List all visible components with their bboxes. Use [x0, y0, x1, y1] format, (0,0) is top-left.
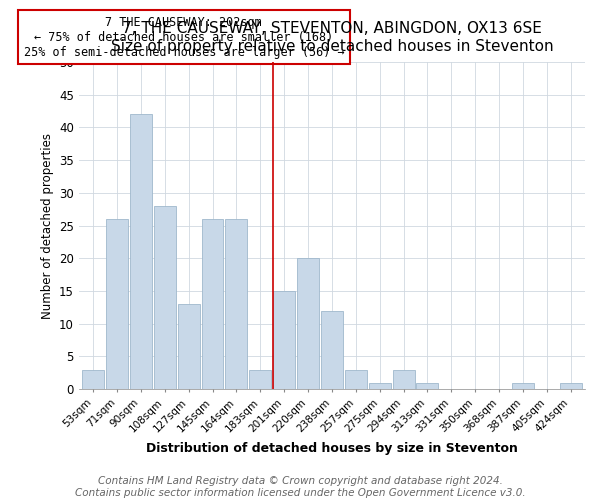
Bar [273, 291, 295, 389]
Text: Contains HM Land Registry data © Crown copyright and database right 2024.
Contai: Contains HM Land Registry data © Crown c… [74, 476, 526, 498]
Bar [560, 382, 581, 389]
Bar [106, 219, 128, 389]
Bar [392, 370, 415, 389]
Y-axis label: Number of detached properties: Number of detached properties [41, 132, 53, 318]
Bar [368, 382, 391, 389]
Bar [297, 258, 319, 389]
Bar [512, 382, 534, 389]
Bar [249, 370, 271, 389]
Bar [202, 219, 223, 389]
Bar [321, 310, 343, 389]
Bar [154, 206, 176, 389]
Text: 7 THE CAUSEWAY: 202sqm
← 75% of detached houses are smaller (168)
25% of semi-de: 7 THE CAUSEWAY: 202sqm ← 75% of detached… [23, 16, 344, 58]
Bar [345, 370, 367, 389]
Bar [226, 219, 247, 389]
Bar [82, 370, 104, 389]
Bar [178, 304, 200, 389]
X-axis label: Distribution of detached houses by size in Steventon: Distribution of detached houses by size … [146, 442, 518, 455]
Bar [416, 382, 439, 389]
Bar [130, 114, 152, 389]
Title: 7, THE CAUSEWAY, STEVENTON, ABINGDON, OX13 6SE
Size of property relative to deta: 7, THE CAUSEWAY, STEVENTON, ABINGDON, OX… [110, 22, 553, 54]
